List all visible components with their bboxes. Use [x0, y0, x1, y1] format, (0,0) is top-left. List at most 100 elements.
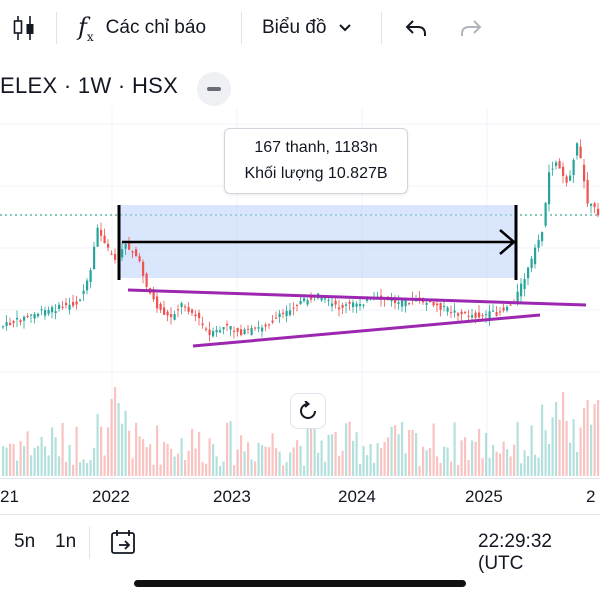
candle: [506, 305, 509, 313]
candle: [499, 307, 502, 316]
chart-type-button[interactable]: Biểu đồ: [262, 0, 352, 56]
go-to-date-icon[interactable]: [110, 529, 138, 557]
x-tick: 21: [0, 487, 19, 506]
volume-bar: [243, 451, 246, 476]
volume-bar: [359, 464, 362, 476]
candle: [240, 324, 243, 337]
candle: [261, 324, 264, 338]
candle: [247, 324, 250, 335]
volume-bar: [513, 444, 516, 476]
undo-button[interactable]: [404, 0, 428, 56]
volume-bar: [457, 464, 460, 476]
candle: [96, 224, 99, 247]
volume-bar: [47, 455, 50, 476]
volume-bar: [58, 456, 61, 476]
volume-bar: [376, 443, 379, 476]
candle: [250, 325, 253, 336]
x-tick: 2: [586, 487, 596, 506]
volume-bar: [576, 451, 579, 476]
symbol-title[interactable]: ELEX · 1W · HSX: [0, 73, 179, 98]
volume-bar: [313, 426, 316, 476]
volume-bar: [233, 465, 236, 476]
chart-canvas[interactable]: [0, 108, 600, 478]
volume-bar: [93, 447, 96, 476]
candle: [282, 309, 285, 319]
candle: [152, 286, 155, 303]
candle: [432, 301, 435, 308]
candle: [180, 301, 183, 315]
time-axis[interactable]: 21 2022 2023 2024 2025 2: [0, 478, 600, 515]
candle: [58, 302, 61, 312]
undo-icon: [405, 20, 426, 36]
range-1n-button[interactable]: 1n: [55, 531, 77, 552]
candle: [75, 295, 78, 310]
volume-bar: [506, 449, 509, 476]
volume-bar: [352, 440, 355, 476]
volume-bar: [583, 408, 586, 476]
candle: [187, 302, 190, 315]
candle: [254, 326, 257, 331]
volume-bar: [75, 426, 78, 476]
volume-bar: [320, 440, 323, 476]
lower-trendline[interactable]: [192, 313, 541, 348]
volume-bar: [208, 438, 211, 476]
collapse-legend-button[interactable]: [197, 72, 231, 106]
candle: [257, 320, 260, 333]
candle: [359, 298, 362, 311]
indicators-button[interactable]: fx Các chỉ báo: [78, 0, 206, 56]
candle: [51, 305, 54, 319]
range-volume-text: Khối lượng 10.827B: [244, 165, 388, 182]
range-5n-button[interactable]: 5n: [14, 531, 36, 552]
volume-bar: [285, 462, 288, 476]
volume-bar: [537, 457, 540, 476]
candle: [233, 326, 236, 339]
candle: [471, 308, 474, 321]
candle: [408, 302, 411, 306]
volume-bar: [12, 444, 15, 476]
x-tick: 2022: [92, 487, 130, 506]
candle: [271, 314, 274, 325]
volume-bar: [138, 436, 141, 476]
candle: [551, 161, 554, 176]
upper-trendline[interactable]: [127, 288, 587, 307]
volume-bar: [331, 434, 334, 476]
candle: [131, 250, 134, 259]
volume-bar: [523, 450, 526, 476]
volume-bar: [68, 444, 71, 476]
candle: [401, 298, 404, 312]
volume-bar: [551, 417, 554, 476]
volume-bar: [345, 423, 348, 476]
volume-bar: [425, 450, 428, 476]
candle: [355, 301, 358, 314]
volume-bar: [86, 463, 89, 476]
volume-bar: [481, 458, 484, 476]
volume-bar: [408, 430, 411, 476]
candles-icon[interactable]: [12, 0, 36, 56]
redo-button[interactable]: [459, 0, 483, 56]
candle: [562, 162, 565, 184]
range-tooltip: 167 thanh, 1183n Khối lượng 10.827B: [224, 128, 408, 194]
range-bars-text: 167 thanh, 1183n: [254, 139, 378, 156]
clock-timezone[interactable]: 22:29:32 (UTC: [478, 531, 552, 574]
candle: [156, 292, 159, 313]
price-chart[interactable]: [0, 108, 600, 478]
volume-bar: [184, 460, 187, 476]
volume-bar: [222, 461, 225, 476]
candle: [492, 304, 495, 312]
candle: [110, 250, 113, 256]
volume-bar: [9, 443, 12, 476]
candle: [226, 320, 229, 331]
candle: [450, 305, 453, 318]
volume-bar: [215, 456, 218, 476]
candle: [523, 273, 526, 297]
candle: [289, 302, 292, 317]
volume-bar: [390, 426, 393, 476]
volume-bar: [544, 430, 547, 476]
volume-bar: [590, 424, 593, 476]
volume-bar: [411, 429, 414, 476]
volume-bar: [450, 461, 453, 476]
candle: [163, 300, 166, 316]
candle: [555, 160, 558, 170]
reset-chart-button[interactable]: [290, 393, 326, 429]
volume-bar: [226, 422, 229, 476]
